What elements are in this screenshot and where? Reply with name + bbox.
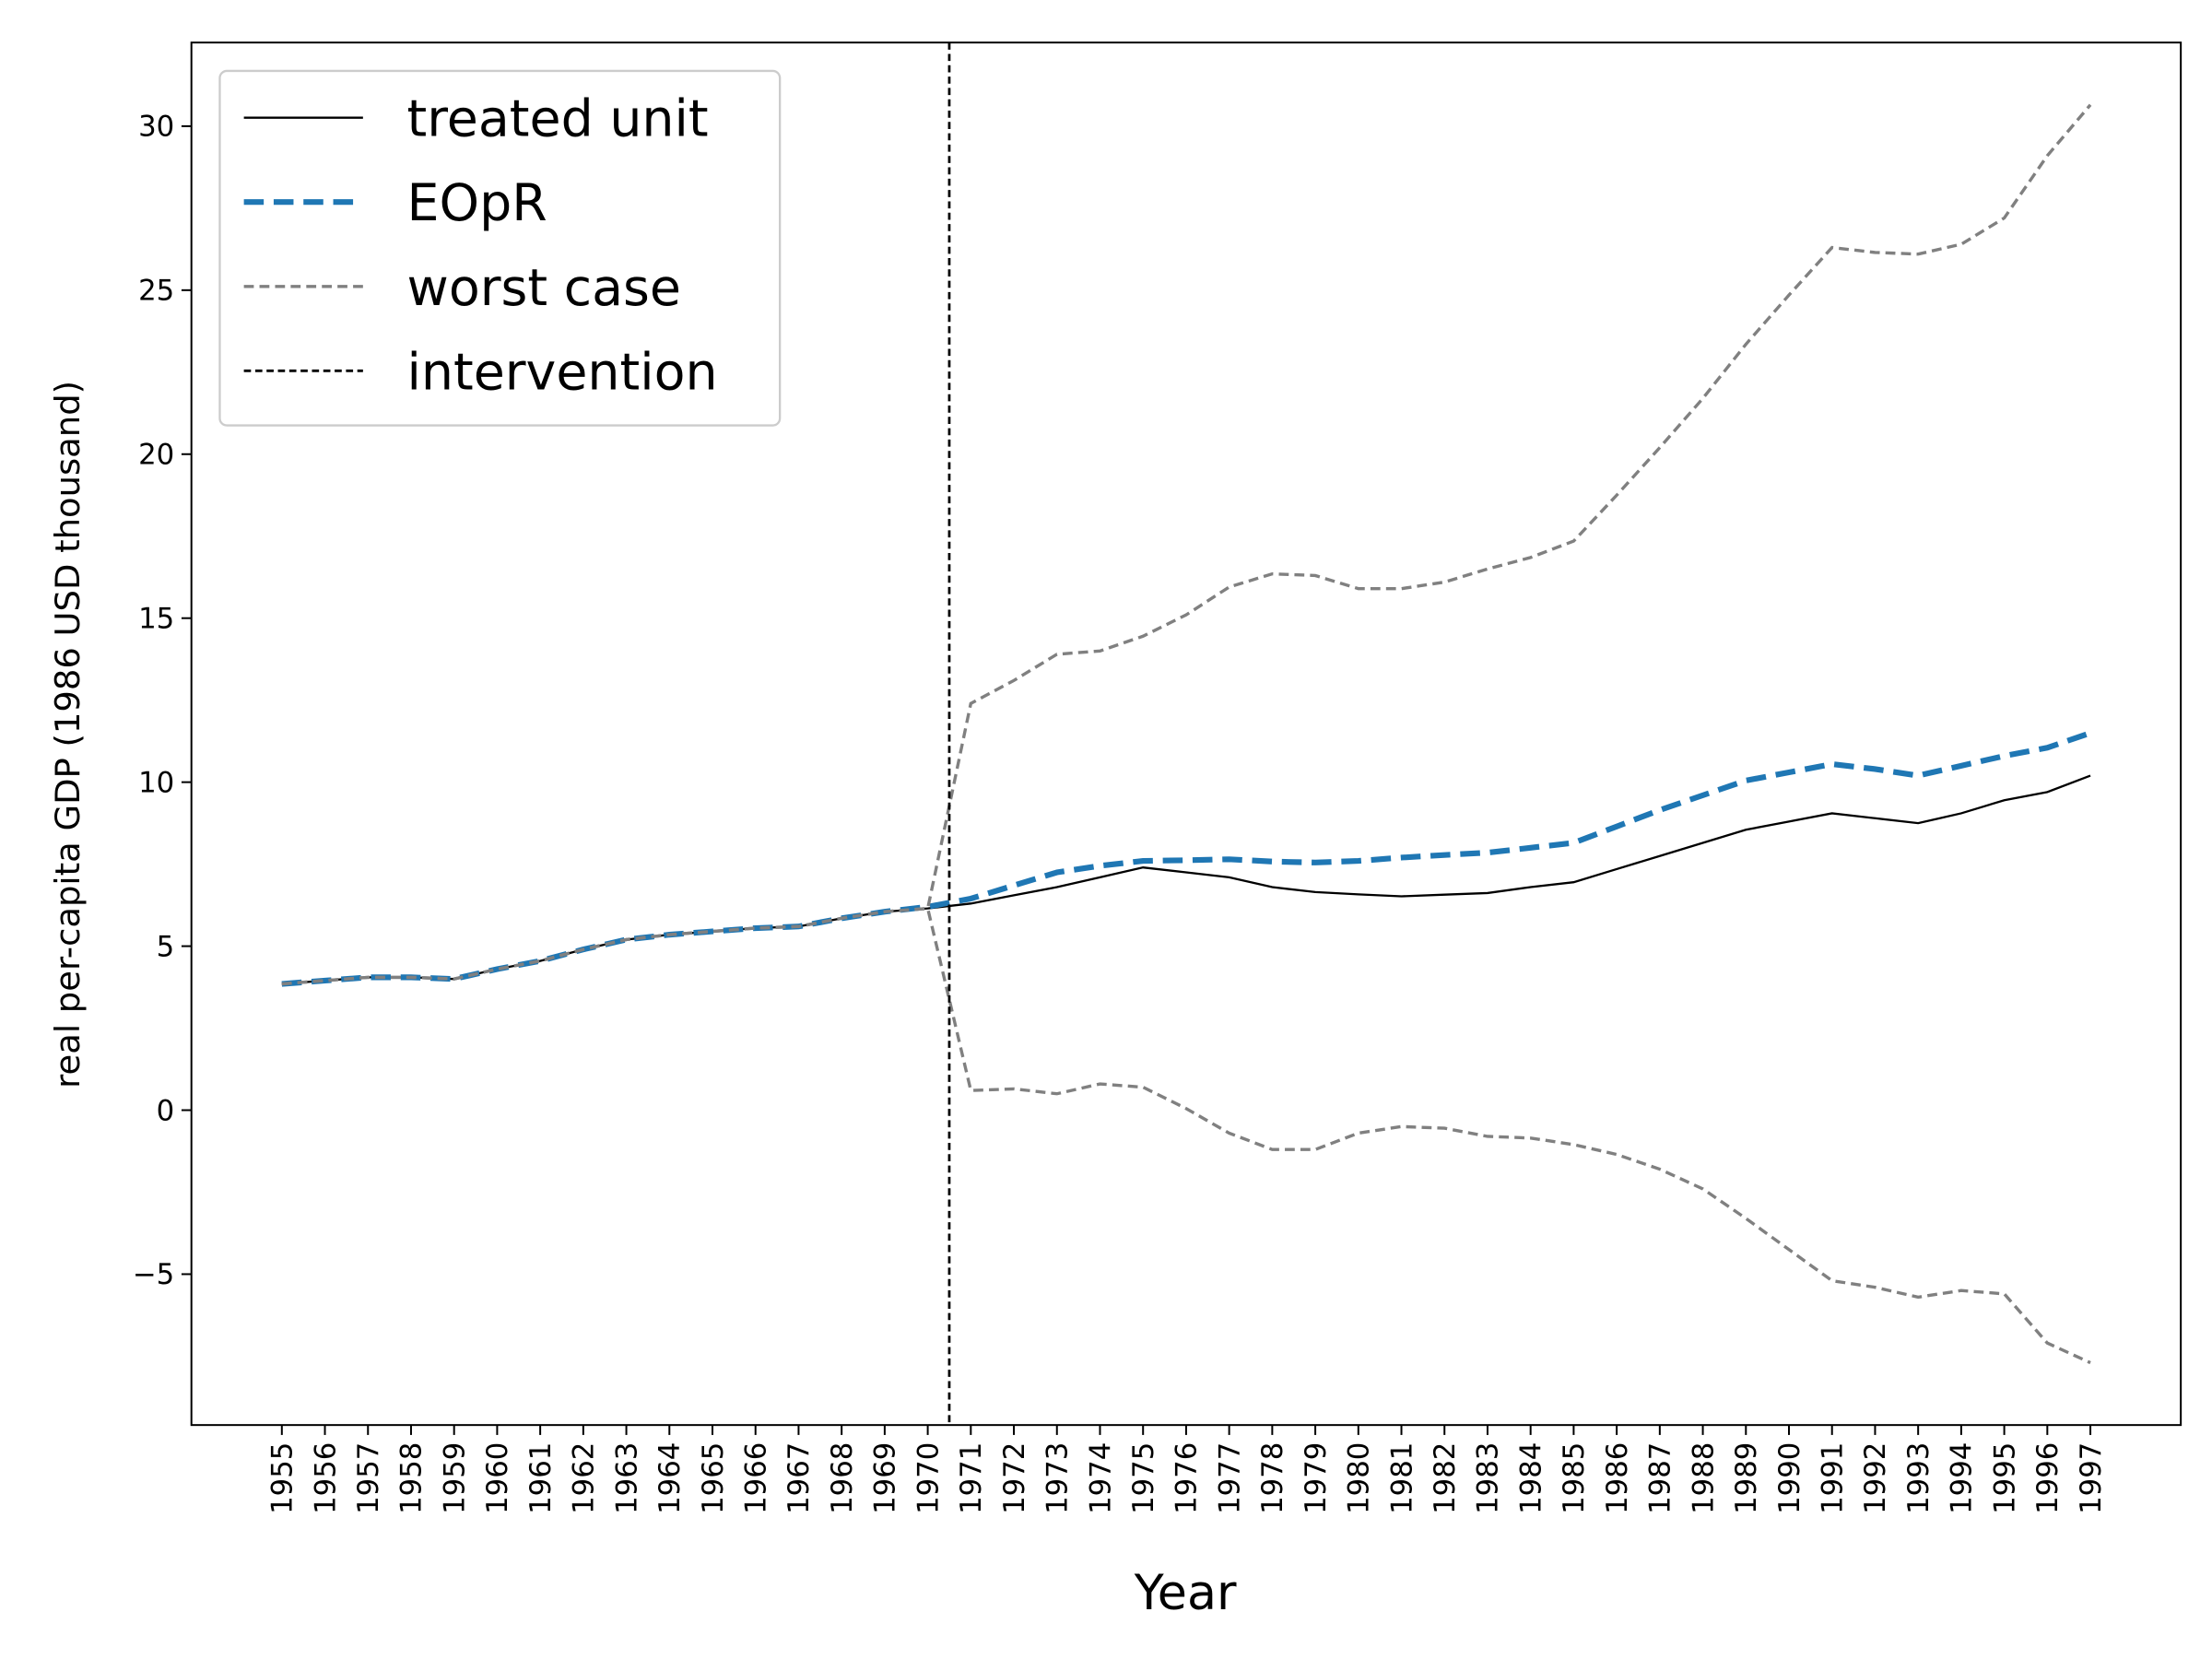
x-tick-label: 1984 bbox=[1514, 1442, 1547, 1514]
x-tick-label: 1960 bbox=[481, 1442, 514, 1514]
x-tick-label: 1974 bbox=[1084, 1442, 1117, 1514]
x-tick-label: 1989 bbox=[1730, 1442, 1763, 1514]
x-tick-label: 1965 bbox=[697, 1442, 730, 1514]
x-tick-label: 1969 bbox=[869, 1442, 902, 1514]
y-tick-label: 0 bbox=[157, 1094, 175, 1127]
x-tick-label: 1996 bbox=[2031, 1442, 2065, 1514]
y-tick-label: 25 bbox=[138, 275, 174, 308]
x-tick-label: 1992 bbox=[1859, 1442, 1892, 1514]
x-tick-label: 1973 bbox=[1041, 1442, 1075, 1514]
x-tick-label: 1967 bbox=[782, 1442, 816, 1514]
x-tick-label: 1966 bbox=[739, 1442, 772, 1514]
x-tick-label: 1993 bbox=[1902, 1442, 1936, 1514]
x-tick-label: 1957 bbox=[352, 1442, 385, 1514]
x-tick-label: 1988 bbox=[1687, 1442, 1720, 1514]
x-tick-label: 1983 bbox=[1472, 1442, 1505, 1514]
x-tick-label: 1962 bbox=[568, 1442, 601, 1514]
y-tick-label: 20 bbox=[138, 439, 174, 472]
x-tick-label: 1975 bbox=[1127, 1442, 1160, 1514]
x-tick-label: 1991 bbox=[1816, 1442, 1849, 1514]
x-tick-label: 1990 bbox=[1773, 1442, 1806, 1514]
x-tick-label: 1961 bbox=[524, 1442, 558, 1514]
x-tick-label: 1970 bbox=[912, 1442, 945, 1514]
x-tick-label: 1971 bbox=[955, 1442, 988, 1514]
x-tick-label: 1963 bbox=[610, 1442, 643, 1514]
x-tick-label: 1979 bbox=[1300, 1442, 1333, 1514]
x-tick-label: 1958 bbox=[395, 1442, 429, 1514]
series-line bbox=[281, 906, 2091, 1365]
y-tick-label: 30 bbox=[138, 111, 174, 144]
x-axis-label: Year bbox=[1134, 1565, 1237, 1621]
legend-label: treated unit bbox=[407, 90, 709, 149]
x-tick-label: 1987 bbox=[1644, 1442, 1677, 1514]
y-tick-label: 15 bbox=[138, 602, 174, 635]
x-tick-label: 1976 bbox=[1171, 1442, 1204, 1514]
x-tick-label: 1978 bbox=[1256, 1442, 1289, 1514]
legend-label: worst case bbox=[407, 259, 681, 318]
x-tick-label: 1981 bbox=[1385, 1442, 1418, 1514]
x-tick-label: 1994 bbox=[1946, 1442, 1979, 1514]
x-tick-label: 1985 bbox=[1558, 1442, 1591, 1514]
x-tick-label: 1956 bbox=[309, 1442, 342, 1514]
x-tick-label: 1972 bbox=[998, 1442, 1031, 1514]
y-tick-label: 5 bbox=[157, 930, 175, 963]
legend-label: EOpR bbox=[407, 174, 547, 233]
x-tick-label: 1977 bbox=[1213, 1442, 1246, 1514]
x-tick-label: 1980 bbox=[1343, 1442, 1376, 1514]
x-tick-label: 1959 bbox=[438, 1442, 471, 1514]
legend-frame bbox=[218, 69, 782, 427]
y-tick-label: −5 bbox=[133, 1258, 174, 1291]
x-tick-label: 1964 bbox=[653, 1442, 687, 1514]
x-tick-label: 1995 bbox=[1988, 1442, 2021, 1514]
y-axis-label: real per-capita GDP (1986 USD thousand) bbox=[48, 381, 88, 1088]
x-tick-label: 1997 bbox=[2075, 1442, 2108, 1514]
x-tick-label: 1968 bbox=[826, 1442, 859, 1514]
x-tick-label: 1955 bbox=[266, 1442, 300, 1514]
x-tick-label: 1982 bbox=[1429, 1442, 1462, 1514]
y-tick-label: 10 bbox=[138, 766, 174, 799]
x-tick-label: 1986 bbox=[1601, 1442, 1634, 1514]
legend-label: intervention bbox=[407, 343, 718, 402]
plot-frame bbox=[190, 41, 2183, 1427]
